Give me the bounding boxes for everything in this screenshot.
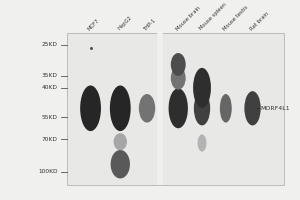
Text: 25KD: 25KD <box>42 42 58 47</box>
Text: Mouse spleen: Mouse spleen <box>199 2 228 31</box>
Text: 70KD: 70KD <box>42 137 58 142</box>
Text: 35KD: 35KD <box>42 73 58 78</box>
Ellipse shape <box>111 150 130 178</box>
Text: Mouse brain: Mouse brain <box>175 5 201 31</box>
Text: MCF7: MCF7 <box>87 17 101 31</box>
Ellipse shape <box>220 94 232 123</box>
Ellipse shape <box>171 53 186 76</box>
Ellipse shape <box>139 94 155 123</box>
Ellipse shape <box>193 68 211 108</box>
Text: THP-1: THP-1 <box>143 17 158 31</box>
Ellipse shape <box>198 134 206 152</box>
FancyBboxPatch shape <box>67 33 284 185</box>
Ellipse shape <box>110 85 131 131</box>
Text: 40KD: 40KD <box>42 85 58 90</box>
Ellipse shape <box>114 133 127 150</box>
Ellipse shape <box>194 91 210 125</box>
Ellipse shape <box>171 67 186 90</box>
Text: Rat brain: Rat brain <box>249 11 270 31</box>
Text: Mouse testis: Mouse testis <box>222 4 249 31</box>
Text: 55KD: 55KD <box>42 115 58 120</box>
Text: HepG2: HepG2 <box>117 15 133 31</box>
Text: MORF4L1: MORF4L1 <box>260 106 290 111</box>
Text: 100KD: 100KD <box>38 169 58 174</box>
Ellipse shape <box>169 88 188 128</box>
Ellipse shape <box>80 85 101 131</box>
Ellipse shape <box>244 91 261 125</box>
